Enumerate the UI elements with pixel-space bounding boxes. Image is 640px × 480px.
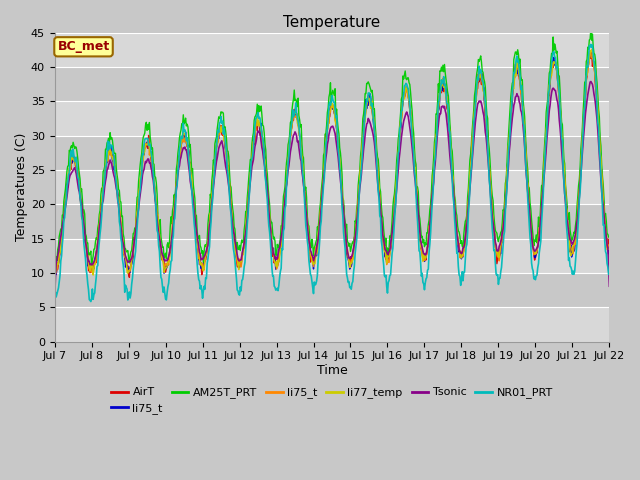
Legend: AirT, li75_t, AM25T_PRT, li75_t, li77_temp, Tsonic, NR01_PRT: AirT, li75_t, AM25T_PRT, li75_t, li77_te… bbox=[111, 387, 553, 414]
Bar bbox=[54, 33, 609, 67]
Title: Temperature: Temperature bbox=[284, 15, 381, 30]
X-axis label: Time: Time bbox=[317, 364, 348, 377]
Bar bbox=[54, 239, 609, 273]
Bar bbox=[54, 170, 609, 204]
Bar bbox=[54, 307, 609, 342]
Y-axis label: Temperatures (C): Temperatures (C) bbox=[15, 133, 28, 241]
Text: BC_met: BC_met bbox=[58, 40, 109, 53]
Bar bbox=[54, 101, 609, 136]
